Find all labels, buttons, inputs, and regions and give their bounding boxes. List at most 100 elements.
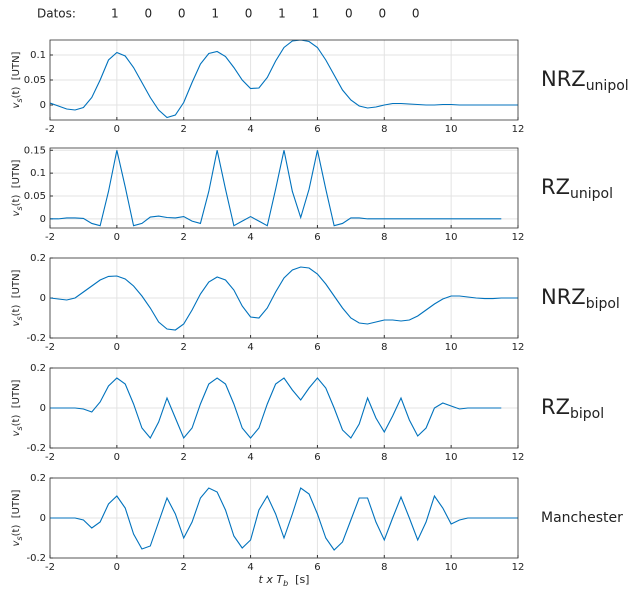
y-tick-label: 0.2: [30, 473, 46, 484]
x-tick-label: 0: [114, 342, 120, 353]
y-tick-label: 0.15: [24, 145, 46, 156]
y-tick-label: 0.05: [24, 191, 46, 202]
signal-label-sub: bipol: [586, 296, 620, 312]
subplot: -2 0 2 4 6 8 10 12 -0.2 0 0.2 vs(t) [UTN] Manchester…: [11, 473, 623, 588]
y-label-rest: (t) [UTN]: [11, 379, 22, 426]
signal-label: RZunipol: [541, 175, 613, 202]
y-label-sub: s: [15, 426, 24, 430]
y-axis-label: vs(t) [UTN]: [11, 489, 24, 546]
y-label-sub: s: [15, 536, 24, 540]
subplot: -2 0 2 4 6 8 10 12 -0.2 0 0.2 vs(t) [UTN] RZbipol: [11, 363, 604, 463]
x-label-var: t x T: [259, 573, 285, 586]
x-tick-label: 2: [181, 124, 187, 135]
x-tick-label: -2: [45, 452, 55, 463]
y-label-var: v: [11, 429, 22, 436]
series: [50, 40, 518, 119]
y-label-sub: s: [15, 316, 24, 320]
subplot: -2 0 2 4 6 8 10 12 0 0.05 0.1 vs(t) [UTN] NRZunipol: [11, 39, 629, 135]
y-tick-label: 0: [40, 214, 46, 225]
y-tick-label: 0.2: [30, 363, 46, 374]
signal-label-sub: bipol: [570, 406, 604, 422]
x-tick-label: 6: [314, 232, 320, 243]
y-tick-label: 0.05: [24, 75, 46, 86]
subplot: -2 0 2 4 6 8 10 12 -0.2 0 0.2 vs(t) [UTN] NRZbipol: [11, 253, 620, 353]
x-tick-label: 0: [114, 124, 120, 135]
x-tick-label: 10: [445, 232, 458, 243]
x-label-rest: [s]: [288, 573, 309, 586]
x-tick-label: 8: [381, 124, 387, 135]
bit: 0: [378, 7, 386, 21]
x-tick-label: 10: [445, 562, 458, 573]
x-tick-label: 8: [381, 452, 387, 463]
y-tick-label: 0: [40, 100, 46, 111]
bit: 0: [178, 7, 186, 21]
bit: 0: [245, 7, 253, 21]
y-axis-label: vs(t) [UTN]: [11, 159, 24, 216]
x-tick-label: 4: [247, 452, 253, 463]
x-tick-label: -2: [45, 232, 55, 243]
axes-frame: [49, 39, 519, 121]
x-tick-label: 12: [512, 562, 525, 573]
x-tick-label: 8: [381, 342, 387, 353]
y-label-sub: s: [15, 98, 24, 102]
signal-line: [50, 40, 518, 119]
x-tick-label: 8: [381, 232, 387, 243]
y-label-rest: (t) [UTN]: [11, 159, 22, 206]
bit: 0: [345, 7, 353, 21]
x-tick-label: 0: [114, 452, 120, 463]
signal-line: [50, 487, 518, 551]
y-tick-label: 0: [40, 293, 46, 304]
x-tick-label: 0: [114, 562, 120, 573]
bit: 1: [278, 7, 286, 21]
signal-line: [50, 377, 502, 440]
y-label-var: v: [11, 319, 22, 326]
signal-label-main: NRZ: [541, 285, 586, 309]
x-tick-label: 6: [314, 342, 320, 353]
series: [50, 487, 518, 551]
x-tick-label: -2: [45, 124, 55, 135]
x-tick-label: 2: [181, 232, 187, 243]
x-tick-label: 4: [247, 124, 253, 135]
y-axis-label: vs(t) [UTN]: [11, 269, 24, 326]
x-tick-label: 8: [381, 562, 387, 573]
y-axis-label: vs(t) [UTN]: [11, 51, 24, 108]
y-label-var: v: [11, 209, 22, 216]
signal-line: [50, 150, 502, 227]
bits-label: Datos:: [37, 7, 76, 21]
plot-area: [50, 148, 518, 228]
y-tick-label: -0.2: [26, 443, 46, 454]
y-tick-label: 0.2: [30, 253, 46, 264]
x-tick-label: -2: [45, 562, 55, 573]
y-label-rest: (t) [UTN]: [11, 269, 22, 316]
x-tick-label: 2: [181, 452, 187, 463]
y-tick-label: 0.1: [30, 50, 46, 61]
axes-frame: [49, 477, 519, 559]
signal-label-main: RZ: [541, 175, 570, 199]
signal-label-main: Manchester: [541, 510, 623, 526]
x-label-sub: b: [283, 579, 288, 588]
x-tick-label: 6: [314, 562, 320, 573]
signal-label: NRZbipol: [541, 285, 620, 312]
x-tick-label: 12: [512, 232, 525, 243]
axes-frame: [49, 147, 519, 229]
bit: 1: [312, 7, 320, 21]
x-tick-label: 2: [181, 562, 187, 573]
x-axis-label: t x Tb [s]: [259, 573, 310, 588]
signal-label: Manchester: [541, 510, 623, 526]
series: [50, 266, 518, 331]
y-tick-label: 0: [40, 403, 46, 414]
axes-frame: [49, 257, 519, 339]
bit: 1: [111, 7, 119, 21]
y-axis-label: vs(t) [UTN]: [11, 379, 24, 436]
y-tick-label: 0: [40, 513, 46, 524]
y-label-sub: s: [15, 206, 24, 210]
signal-label: RZbipol: [541, 395, 604, 422]
x-tick-label: 12: [512, 452, 525, 463]
y-tick-label: -0.2: [26, 333, 46, 344]
y-tick-label: -0.2: [26, 553, 46, 564]
x-tick-label: 4: [247, 232, 253, 243]
signal-label-main: RZ: [541, 395, 570, 419]
signal-label-sub: unipol: [570, 186, 613, 202]
x-tick-label: -2: [45, 342, 55, 353]
bit: 1: [211, 7, 219, 21]
